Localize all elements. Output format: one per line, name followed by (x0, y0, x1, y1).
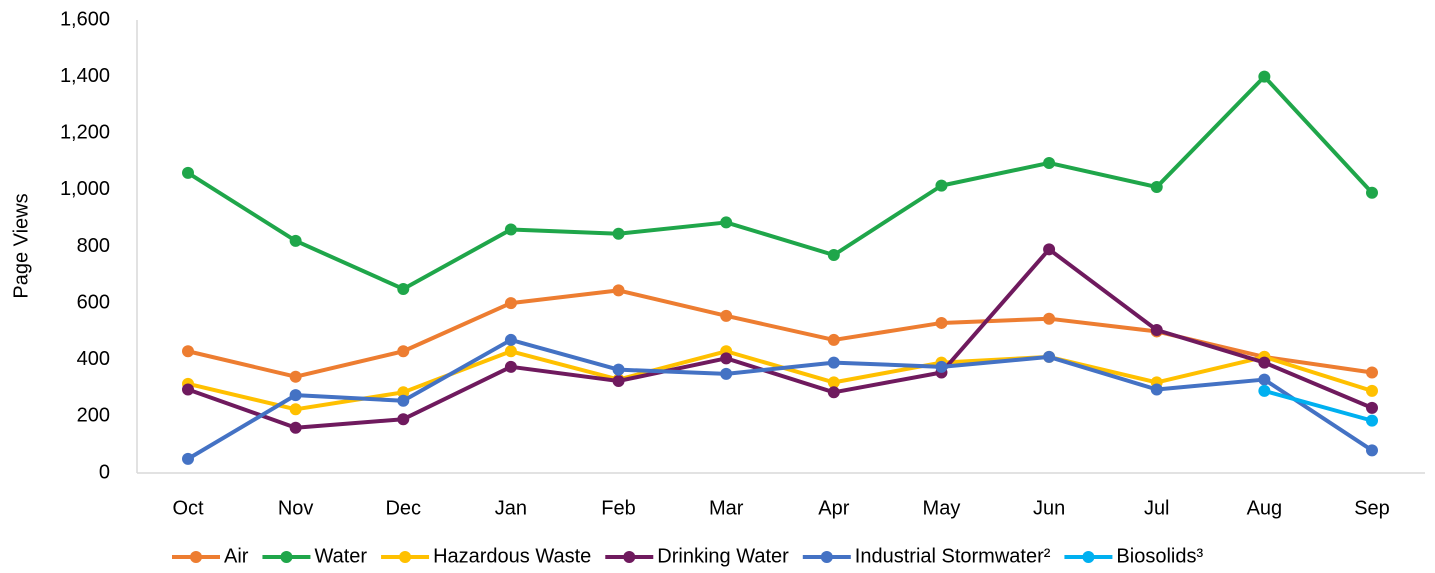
data-point (1150, 181, 1163, 194)
data-point (612, 284, 625, 297)
data-point (289, 370, 302, 383)
data-point (397, 345, 410, 358)
data-point (182, 345, 194, 358)
data-point (935, 316, 948, 329)
x-tick-label: Sep (1354, 497, 1390, 519)
x-tick-label: Jun (1033, 497, 1065, 519)
x-tick-label: Jul (1144, 497, 1170, 519)
data-point (182, 166, 194, 179)
data-point (827, 248, 840, 261)
data-point (397, 282, 410, 295)
x-tick-label: Nov (278, 497, 314, 519)
x-tick-label: Jan (495, 497, 527, 519)
legend-label: Hazardous Waste (433, 545, 591, 567)
y-axis-label: Page Views (10, 193, 32, 298)
data-point (1366, 414, 1378, 427)
data-point (1258, 384, 1271, 397)
data-point (720, 352, 733, 365)
data-point (827, 356, 840, 369)
x-tick-label: May (923, 497, 961, 519)
series-line (186, 74, 1374, 291)
data-point (289, 234, 302, 247)
data-point (1043, 312, 1056, 325)
x-tick-label: Apr (818, 497, 849, 519)
data-point (1043, 350, 1056, 363)
data-point (935, 179, 948, 192)
legend-label: Industrial Stormwater² (855, 545, 1051, 567)
data-point (827, 376, 840, 389)
data-point (289, 421, 302, 434)
data-point (720, 367, 733, 380)
data-point (182, 383, 194, 396)
data-point (504, 297, 517, 310)
x-tick-label: Mar (709, 497, 744, 519)
data-point (612, 363, 625, 376)
data-point (1258, 373, 1271, 386)
y-tick-label: 800 (77, 235, 110, 257)
data-point (504, 333, 517, 346)
data-point (289, 389, 302, 402)
series-line (187, 288, 1373, 379)
legend-marker (1082, 551, 1095, 563)
data-point (397, 386, 410, 399)
y-tick-label: 0 (99, 461, 110, 483)
data-point (720, 309, 733, 322)
legend-label: Drinking Water (657, 545, 789, 567)
data-point (1366, 186, 1378, 199)
data-point (1150, 383, 1163, 396)
data-point (1366, 366, 1378, 379)
y-tick-label: 1,000 (60, 178, 110, 200)
series-line (187, 247, 1373, 430)
data-point (827, 386, 840, 399)
legend-marker (280, 551, 293, 563)
data-point (504, 345, 517, 358)
legend-marker (190, 551, 202, 563)
legend-label: Biosolids³ (1116, 545, 1203, 567)
y-tick-label: 1,400 (60, 65, 110, 87)
data-point (1366, 444, 1378, 457)
data-point (1150, 324, 1163, 337)
x-tick-label: Dec (385, 497, 421, 519)
y-tick-label: 600 (77, 291, 110, 313)
y-tick-label: 400 (77, 348, 110, 370)
legend-marker (820, 551, 833, 563)
data-point (1366, 384, 1378, 397)
x-tick-label: Oct (172, 497, 204, 519)
data-point (827, 333, 840, 346)
data-point (1043, 156, 1056, 169)
legend-marker (623, 551, 636, 563)
data-point (1258, 70, 1271, 83)
data-point (935, 360, 948, 373)
data-point (504, 360, 517, 373)
data-point (289, 403, 302, 416)
legend-label: Air (224, 545, 249, 567)
data-point (1366, 401, 1378, 414)
data-point (612, 227, 625, 240)
legend-label: Water (314, 545, 367, 567)
series-line (186, 337, 1374, 461)
y-tick-label: 200 (77, 405, 110, 427)
data-point (1043, 243, 1056, 256)
y-tick-label: 1,200 (60, 122, 110, 144)
data-point (720, 216, 733, 229)
data-point (504, 223, 517, 236)
data-point (1258, 356, 1271, 369)
legend-marker (399, 551, 412, 563)
data-point (397, 394, 410, 407)
series-line (1263, 388, 1373, 423)
data-point (612, 374, 625, 387)
y-tick-label: 1,600 (60, 8, 110, 30)
x-tick-label: Aug (1247, 497, 1283, 519)
data-point (397, 413, 410, 426)
x-tick-label: Feb (601, 497, 635, 519)
data-point (182, 452, 194, 465)
